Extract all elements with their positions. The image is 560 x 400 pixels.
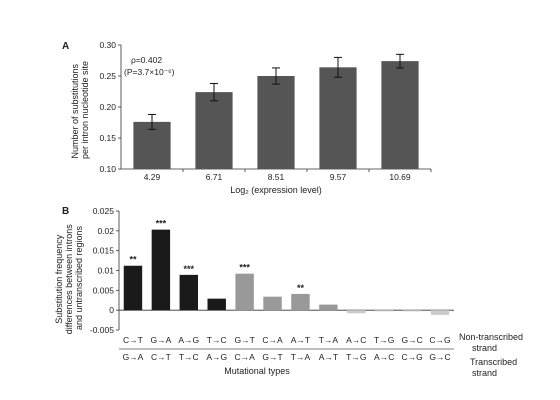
panel-b-top-label: T→A xyxy=(319,335,339,345)
panel-b-top-label: G→A xyxy=(150,335,171,345)
panel-b-top-label: T→C xyxy=(207,335,227,345)
panel-b-bottom-label: A→G xyxy=(206,352,227,362)
panel-b-xlabel: Mutational types xyxy=(224,366,290,376)
panel-a-ylabel: Number of substitutions per intron nucle… xyxy=(70,61,90,159)
panel-b-bar xyxy=(291,293,310,311)
transcribed-strand-label: Transcribed strand xyxy=(470,357,520,378)
panel-b-ylabel-line2: differences between introns xyxy=(64,224,74,334)
transcribed-line2: strand xyxy=(472,368,497,378)
panel-b-bottom-label: T→A xyxy=(291,352,311,362)
panel-b-significance: ** xyxy=(129,255,137,265)
panel-a-rho: ρ=0.402 xyxy=(131,55,162,65)
panel-a-x-tick-label: 4.29 xyxy=(144,172,161,182)
panel-b-bottom-label: T→G xyxy=(346,352,366,362)
panel-b-ylabel: Substitution frequency differences betwe… xyxy=(54,222,84,334)
panel-b-label: B xyxy=(62,206,69,217)
panel-a-y-tick-label: 0.10 xyxy=(99,164,116,174)
panel-b-bar xyxy=(430,310,450,315)
panel-a-ylabel-line1: Number of substitutions xyxy=(70,63,80,158)
panel-b-significance: ** xyxy=(297,283,305,293)
panel-b-top-label: C→G xyxy=(429,335,450,345)
panel-b-y-tick-label: 0.01 xyxy=(97,266,114,276)
panel-a-x-tick-label: 10.69 xyxy=(389,172,411,182)
panel-b-bar xyxy=(319,304,338,311)
panel-b-bar xyxy=(263,296,282,311)
panel-b-top-label: C→T xyxy=(123,335,143,345)
non-transcribed-strand-label: Non-transcribed strand xyxy=(459,332,526,353)
panel-b-top-label: C→A xyxy=(262,335,283,345)
panel-b-y-tick-label: 0.015 xyxy=(93,246,115,256)
panel-a-bar xyxy=(381,61,419,170)
panel-b-ylabel-line3: and untranscribed regions xyxy=(74,225,84,330)
panel-a-y-tick-label: 0.25 xyxy=(99,71,116,81)
panel-b-bar xyxy=(151,229,171,311)
panel-b-y-tick-label: 0.02 xyxy=(97,226,114,236)
panel-b-y-tick-label: -0.005 xyxy=(90,325,114,335)
non-transcribed-line2: strand xyxy=(472,343,497,353)
panel-b-bottom-label: G→A xyxy=(123,352,144,362)
panel-a-y-tick-label: 0.15 xyxy=(99,133,116,143)
panel-b-significance: *** xyxy=(239,263,250,273)
panel-b-top-label: A→T xyxy=(291,335,310,345)
panel-b-top-label: G→C xyxy=(402,335,423,345)
panel-a-x-tick-label: 6.71 xyxy=(206,172,223,182)
panel-a-label: A xyxy=(62,41,69,52)
panel-b-bottom-label: A→T xyxy=(319,352,338,362)
panel-a-chart: 0.10 0.15 0.20 0.25 0.30 4.29 6.71 8.51 9.57 10.6… xyxy=(99,40,432,182)
panel-b-top-label: G→T xyxy=(234,335,254,345)
panel-b-y-tick-label: 0.005 xyxy=(93,285,115,295)
panel-b-bar xyxy=(347,310,366,314)
panel-a-x-tick-label: 9.57 xyxy=(330,172,347,182)
panel-b-bottom-label: T→C xyxy=(179,352,199,362)
panel-b-bottom-label: C→A xyxy=(234,352,255,362)
panel-b-bottom-label: C→T xyxy=(151,352,171,362)
panel-b-y-tick-label: 0 xyxy=(109,305,114,315)
panel-b-bar xyxy=(179,274,199,311)
panel-b-chart: -0.005 0 0.005 0.01 0.015 0.02 0.025 ** C→T G→A **… xyxy=(90,206,454,362)
panel-b-top-label: T→G xyxy=(374,335,394,345)
panel-a-ylabel-line2: per intron nucleotide site xyxy=(80,61,90,159)
panel-b-top-label: A→G xyxy=(178,335,199,345)
panel-b-bottom-label: C→G xyxy=(402,352,423,362)
panel-b-bar xyxy=(374,310,394,312)
panel-a-xlabel: Log₂ (expression level) xyxy=(230,185,322,195)
panel-b-ylabel-line1: Substitution frequency xyxy=(54,234,64,324)
panel-b-bar xyxy=(235,273,254,311)
panel-b-bottom-label: G→C xyxy=(429,352,450,362)
panel-b-y-tick-label: 0.025 xyxy=(93,206,115,216)
panel-a-pvalue: (P=3.7×10⁻⁶) xyxy=(124,67,175,77)
panel-b-bottom-label: G→T xyxy=(262,352,282,362)
panel-a-y-tick-label: 0.20 xyxy=(99,102,116,112)
panel-a-bar xyxy=(195,92,233,169)
panel-b-significance: *** xyxy=(156,219,167,229)
panel-a-bar xyxy=(257,76,295,169)
panel-b-top-label: A→C xyxy=(346,335,366,345)
panel-b-bar xyxy=(123,265,143,311)
transcribed-line1: Transcribed xyxy=(470,357,517,367)
panel-b-significance: *** xyxy=(184,264,195,274)
panel-b-bar xyxy=(207,298,226,311)
panel-a-bar xyxy=(319,67,357,169)
panel-a-y-tick-label: 0.30 xyxy=(99,40,116,50)
panel-b-bar xyxy=(402,310,422,312)
panel-b-bottom-label: A→C xyxy=(374,352,394,362)
panel-a-x-tick-label: 8.51 xyxy=(268,172,285,182)
non-transcribed-line1: Non-transcribed xyxy=(459,332,523,342)
